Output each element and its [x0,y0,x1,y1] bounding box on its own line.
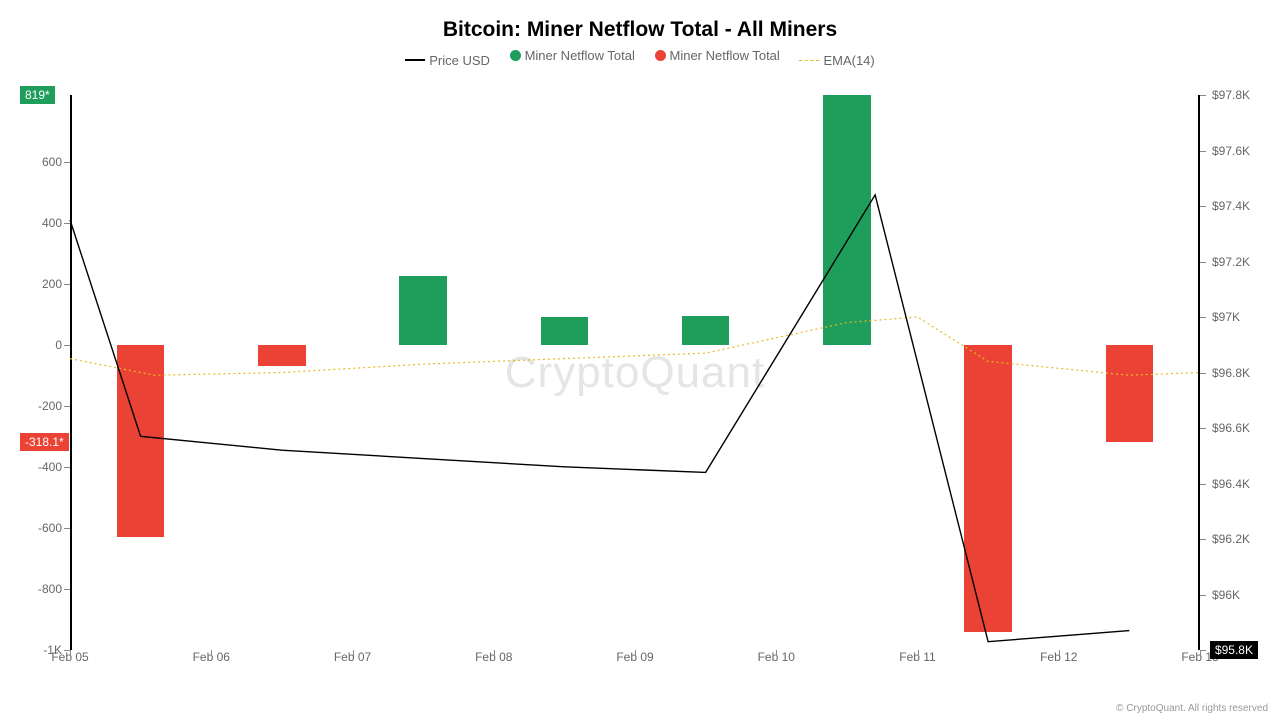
legend-positive-icon [510,50,521,61]
y-right-tick-label: $96K [1212,588,1240,602]
y-right-tick-label: $97.6K [1212,144,1250,158]
y-right-tick-mark [1200,373,1206,374]
y-right-tick-label: $96.4K [1212,477,1250,491]
x-tick-mark [1200,650,1201,656]
y-left-tick-mark [64,162,70,163]
legend-price-label: Price USD [429,53,490,68]
y-left-tick-mark [64,345,70,346]
y-right-tick-mark [1200,539,1206,540]
y-left-tick-label: -600 [38,521,62,535]
y-right-tick-mark [1200,206,1206,207]
legend-negative-label: Miner Netflow Total [670,48,780,63]
x-tick-mark [635,650,636,656]
y-right-tick-mark [1200,484,1206,485]
netflow-bar [399,276,446,345]
y-left-tick-mark [64,284,70,285]
legend-ema: EMA(14) [799,53,874,68]
netflow-bar [823,95,870,345]
legend-positive: Miner Netflow Total [510,48,635,63]
y-left-tick-label: 600 [42,155,62,169]
x-tick-mark [776,650,777,656]
legend-price-line-icon [405,59,425,61]
netflow-bar [1106,345,1153,442]
y-left-tick-label: -400 [38,460,62,474]
chart-title: Bitcoin: Miner Netflow Total - All Miner… [0,0,1280,42]
y-right-tick-mark [1200,262,1206,263]
x-tick-mark [211,650,212,656]
y-right-tick-mark [1200,595,1206,596]
y-left-tick-mark [64,589,70,590]
x-tick-mark [1059,650,1060,656]
x-tick-mark [918,650,919,656]
y-right-tick-mark [1200,95,1206,96]
y-right-tick-mark [1200,151,1206,152]
y-axis-left: 6004002000-200-400-600-800-1K [0,95,70,650]
y-right-tick-label: $97.4K [1212,199,1250,213]
x-tick-mark [353,650,354,656]
watermark: CryptoQuant [505,348,765,398]
y-left-tick-label: 400 [42,216,62,230]
netflow-bar [964,345,1011,632]
y-right-tick-label: $96.8K [1212,366,1250,380]
chart-container: Bitcoin: Miner Netflow Total - All Miner… [0,0,1280,720]
y-right-tick-label: $97.8K [1212,88,1250,102]
legend-price: Price USD [405,53,490,68]
y-left-tick-label: -800 [38,582,62,596]
axis-badge: -318.1* [20,433,69,451]
y-right-tick-label: $97K [1212,310,1240,324]
y-left-tick-label: 0 [55,338,62,352]
y-left-tick-mark [64,406,70,407]
axis-badge: $95.8K [1210,641,1258,659]
axis-badge: 819* [20,86,55,104]
y-right-tick-mark [1200,317,1206,318]
netflow-bar [258,345,305,366]
y-right-tick-label: $97.2K [1212,255,1250,269]
y-left-tick-label: -200 [38,399,62,413]
x-tick-mark [70,650,71,656]
netflow-bar [541,317,588,344]
y-left-tick-label: 200 [42,277,62,291]
chart-legend: Price USD Miner Netflow Total Miner Netf… [0,42,1280,68]
y-right-tick-label: $96.6K [1212,421,1250,435]
y-right-tick-label: $96.2K [1212,532,1250,546]
y-left-tick-mark [64,467,70,468]
legend-negative: Miner Netflow Total [655,48,780,63]
legend-ema-label: EMA(14) [823,53,874,68]
y-left-tick-mark [64,223,70,224]
legend-positive-label: Miner Netflow Total [525,48,635,63]
legend-negative-icon [655,50,666,61]
copyright-label: © CryptoQuant. All rights reserved [1116,703,1268,714]
netflow-bar [682,316,729,345]
y-right-tick-mark [1200,428,1206,429]
line-overlay [70,95,1200,650]
ema-line [70,317,1200,375]
y-axis-right: $97.8K$97.6K$97.4K$97.2K$97K$96.8K$96.6K… [1200,95,1280,650]
netflow-bar [117,345,164,537]
legend-ema-line-icon [799,60,819,61]
plot-area: CryptoQuant [70,95,1200,650]
y-left-tick-mark [64,528,70,529]
x-tick-mark [494,650,495,656]
